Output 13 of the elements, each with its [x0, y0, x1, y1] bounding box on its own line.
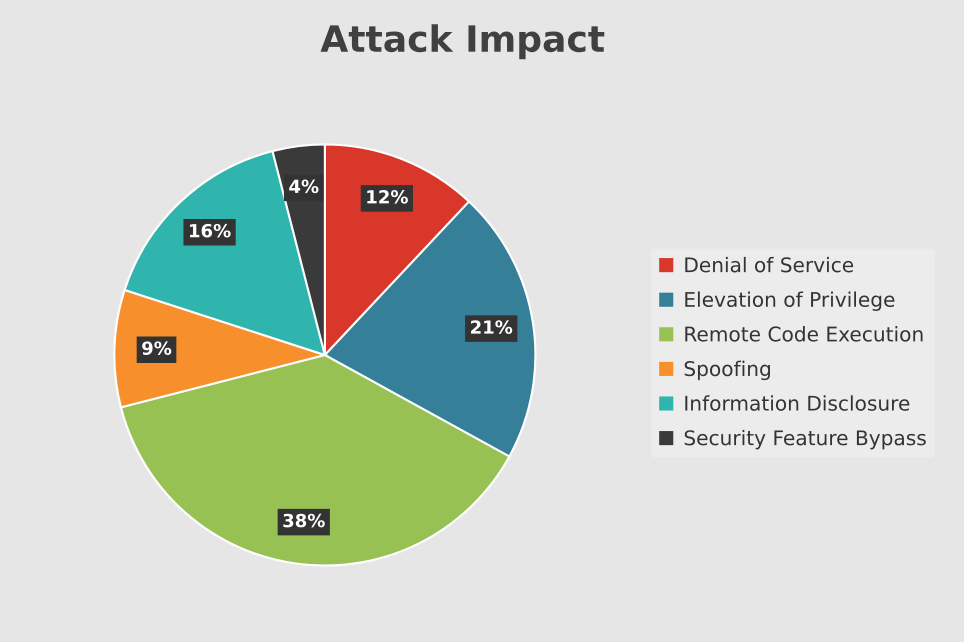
legend-label: Spoofing: [684, 360, 770, 380]
data-label: 4%: [289, 180, 319, 194]
legend-label: Information Disclosure: [685, 395, 910, 411]
data-label: 38%: [283, 514, 325, 528]
data-label: 12%: [367, 190, 408, 204]
data-label: 16%: [190, 224, 231, 238]
data-label: 21%: [471, 320, 512, 334]
data-label: 9%: [142, 341, 172, 355]
legend-label: Security Feature Bypass: [684, 430, 926, 450]
legend-label: Elevation of Privilege: [685, 291, 894, 311]
legend-label: Denial of Service: [685, 256, 854, 272]
chart-title: Attack Impact: [320, 24, 604, 60]
legend-label: Remote Code Execution: [685, 326, 923, 342]
